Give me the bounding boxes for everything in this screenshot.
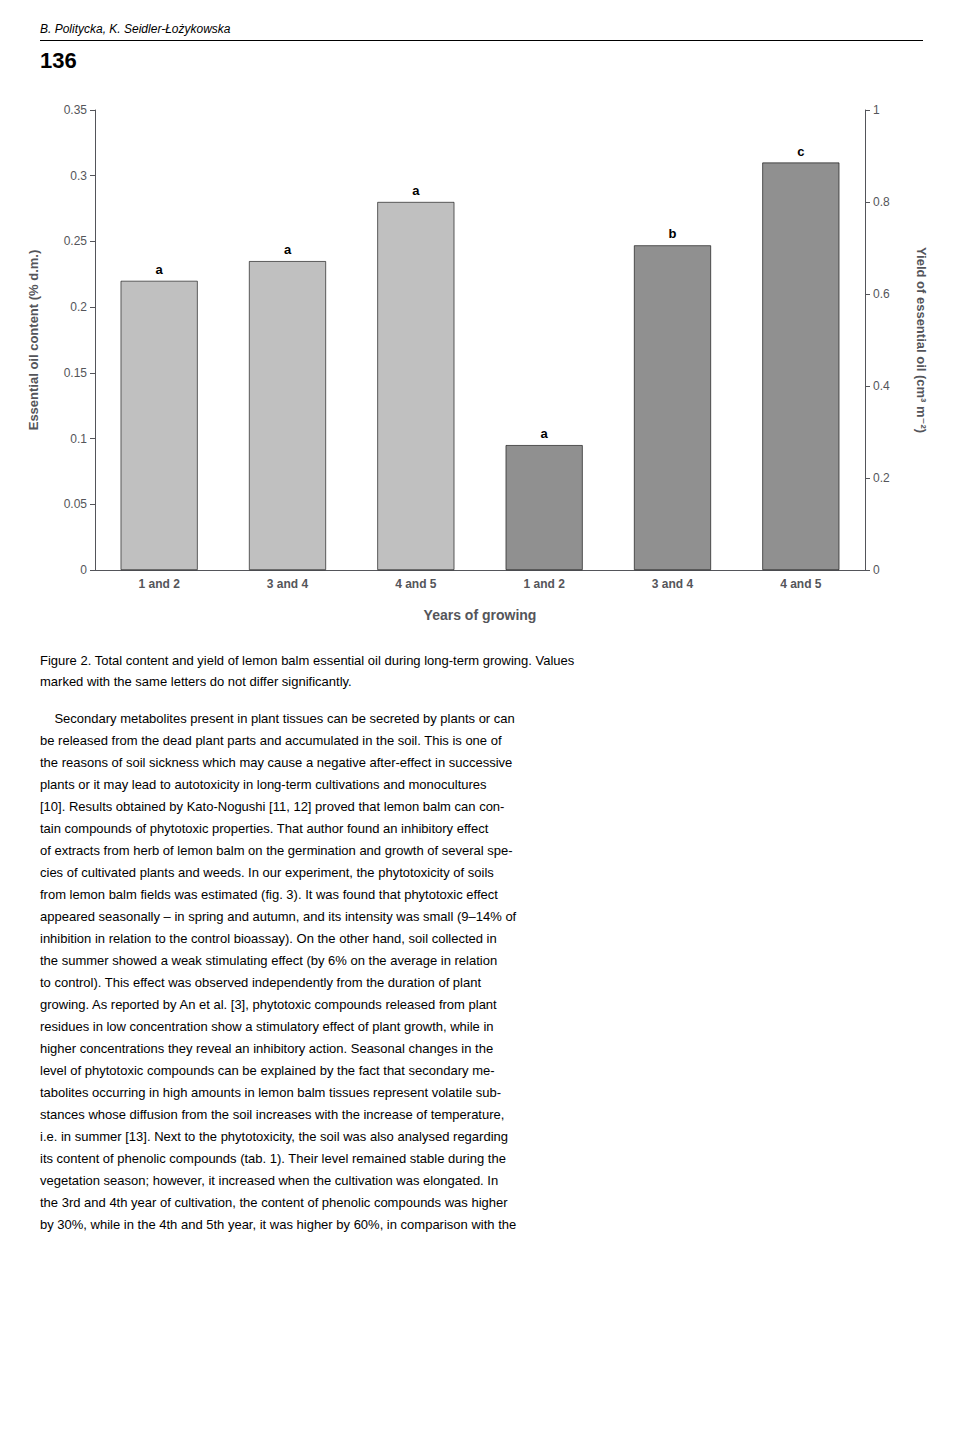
html-text:i.e. in summer [13]. Next to t: i.e. in summer [13]. Next to the phytoto… [40,1129,508,1144]
html-text:marked with the same letters d: marked with the same letters do not diff… [40,674,352,689]
svg-text:Years of growing: Years of growing [424,607,537,623]
svg-text:0.4: 0.4 [873,379,890,393]
svg-text:0.2: 0.2 [70,300,87,314]
html-text:the 3rd and 4th year of cultiv: the 3rd and 4th year of cultivation, the… [40,1195,508,1210]
svg-text:Yield of essential oil (cm³ m⁻: Yield of essential oil (cm³ m⁻²) [914,247,929,433]
svg-text:1 and 2: 1 and 2 [523,577,565,591]
svg-text:a: a [541,426,549,441]
svg-text:0.05: 0.05 [64,497,88,511]
svg-text:0.25: 0.25 [64,234,88,248]
html-text:stances whose diffusion from t: stances whose diffusion from the soil in… [40,1107,505,1122]
html-text:level of phytotoxic compounds: level of phytotoxic compounds can be exp… [40,1063,495,1078]
svg-text:3 and 4: 3 and 4 [267,577,309,591]
html-text:its content of phenolic compou: its content of phenolic compounds (tab. … [40,1151,506,1166]
html-text:cies of cultivated plants and: cies of cultivated plants and weeds. In … [40,865,494,880]
html-text:appeared seasonally – in sprin: appeared seasonally – in spring and autu… [40,909,517,924]
html-text:of extracts from herb of lemon: of extracts from herb of lemon balm on t… [40,843,513,858]
html-text:growing. As reported by An et: growing. As reported by An et al. [3], p… [40,997,497,1012]
svg-text:a: a [284,242,292,257]
html-text:inhibition in relation to the: inhibition in relation to the control bi… [40,931,497,946]
svg-text:1 and 2: 1 and 2 [138,577,180,591]
svg-text:b: b [669,226,677,241]
html-text:to control). This effect was o: to control). This effect was observed in… [40,975,482,990]
svg-text:a: a [412,183,420,198]
html-text:Secondary metabolites present: Secondary metabolites present in plant t… [40,711,515,726]
svg-text:1: 1 [873,103,880,117]
svg-text:a: a [156,262,164,277]
html-text:136: 136 [40,48,77,73]
svg-text:0.2: 0.2 [873,471,890,485]
html-text:Figure 2. Total content and yi: Figure 2. Total content and yield of lem… [40,653,575,668]
html-text:[10]. Results obtained by Kato: [10]. Results obtained by Kato-Nogushi [… [40,799,505,814]
svg-text:4 and 5: 4 and 5 [780,577,822,591]
html-text:vegetation season; however, it: vegetation season; however, it increased… [40,1173,499,1188]
html-text:tain compounds of phytotoxic p: tain compounds of phytotoxic properties.… [40,821,489,836]
html-text:B. Politycka, K. Seidler-Łożyk: B. Politycka, K. Seidler-Łożykowska [40,22,231,36]
svg-text:0.8: 0.8 [873,195,890,209]
svg-text:0.6: 0.6 [873,287,890,301]
svg-text:4 and 5: 4 and 5 [395,577,437,591]
svg-text:0.1: 0.1 [70,432,87,446]
html-text:higher concentrations they rev: higher concentrations they reveal an inh… [40,1041,494,1056]
html-text:tabolites occurring in high am: tabolites occurring in high amounts in l… [40,1085,501,1100]
html-text:by 30%, while in the 4th and 5: by 30%, while in the 4th and 5th year, i… [40,1217,517,1232]
html-text:the reasons of soil sickness w: the reasons of soil sickness which may c… [40,755,513,770]
svg-text:0.15: 0.15 [64,366,88,380]
html-text:plants or it may lead to autot: plants or it may lead to autotoxicity in… [40,777,487,792]
svg-text:3 and 4: 3 and 4 [652,577,694,591]
html-text:from lemon balm fields was est: from lemon balm fields was estimated (fi… [40,887,498,902]
svg-text:0: 0 [873,563,880,577]
svg-text:0.35: 0.35 [64,103,88,117]
html-text:be released from the dead plan: be released from the dead plant parts an… [40,733,502,748]
html-text:the summer showed a weak stimu: the summer showed a weak stimulating eff… [40,953,498,968]
svg-text:0.3: 0.3 [70,169,87,183]
svg-text:0: 0 [80,563,87,577]
html-text:residues in low concentration: residues in low concentration show a sti… [40,1019,494,1034]
svg-text:Essential oil content (% d.m.): Essential oil content (% d.m.) [26,250,41,431]
svg-text:c: c [797,144,804,159]
